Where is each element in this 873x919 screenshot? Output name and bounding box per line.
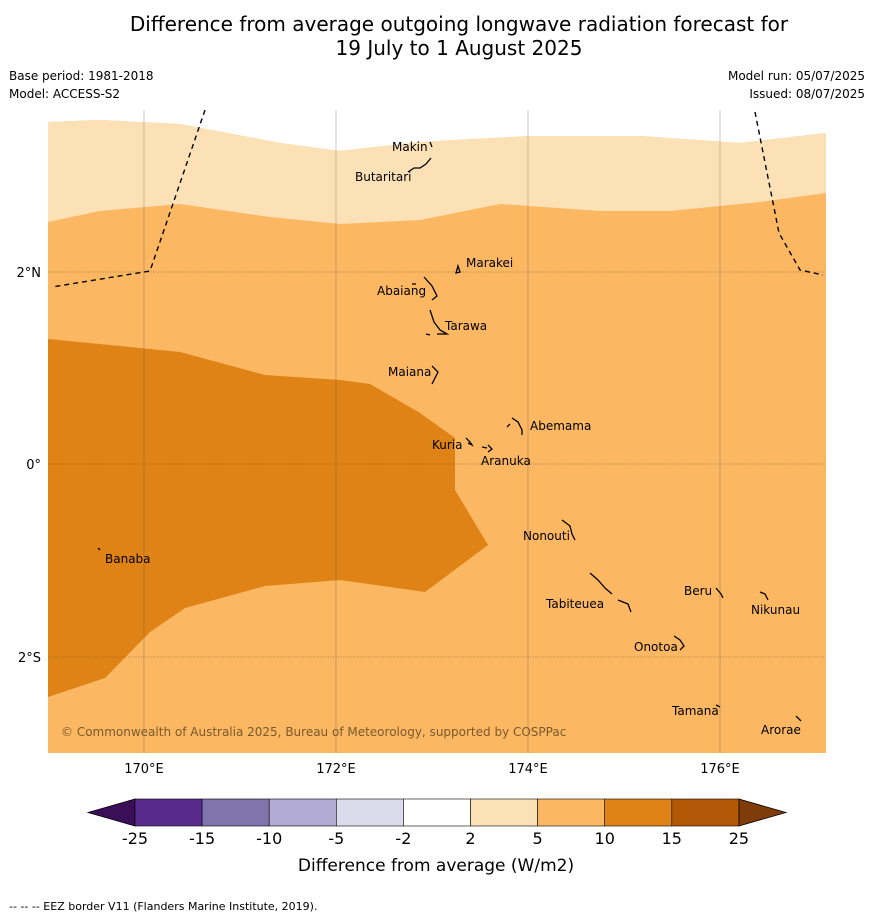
island-tarawa bbox=[425, 309, 450, 336]
meta-right: Model run: 05/07/2025 Issued: 08/07/2025 bbox=[728, 69, 865, 105]
fill-2-5 bbox=[48, 120, 826, 224]
lat-label: 2°S bbox=[18, 651, 41, 666]
colorbar-segment bbox=[671, 798, 740, 827]
colorbar-segment bbox=[403, 798, 471, 827]
colorbar-tick-label: 15 bbox=[662, 829, 682, 848]
place-label-tarawa: Tarawa bbox=[444, 319, 487, 333]
eez-border-east bbox=[754, 111, 824, 276]
place-label-arorae: Arorae bbox=[761, 723, 801, 737]
island-aranuka bbox=[481, 444, 493, 453]
place-label-abemama: Abemama bbox=[530, 419, 591, 433]
island-makin bbox=[429, 141, 433, 148]
title-line-1: Difference from average outgoing longwav… bbox=[129, 12, 789, 36]
place-label-kuria: Kuria bbox=[432, 438, 463, 452]
colorbar-segment bbox=[268, 798, 337, 827]
issued-date: Issued: 08/07/2025 bbox=[749, 87, 865, 101]
place-label-tamana: Tamana bbox=[671, 704, 719, 718]
colorbar-segment bbox=[470, 798, 538, 827]
colorbar-tick-label: 2 bbox=[465, 829, 475, 848]
colorbar-tick-label: -2 bbox=[395, 829, 411, 848]
island-marakei bbox=[455, 263, 461, 274]
place-label-tabiteuea: Tabiteuea bbox=[545, 597, 604, 611]
island-nikunau bbox=[759, 591, 769, 601]
colorbar-segment bbox=[537, 798, 605, 827]
lat-label: 0° bbox=[26, 458, 41, 473]
lon-label: 170°E bbox=[124, 762, 164, 777]
lat-label: 2°N bbox=[17, 266, 42, 281]
page-title: Difference from average outgoing longwav… bbox=[0, 12, 873, 60]
colorbar-tick-label: -25 bbox=[122, 829, 148, 848]
place-label-marakei: Marakei bbox=[466, 256, 513, 270]
colorbar-tick-label: 10 bbox=[595, 829, 615, 848]
island-tamana bbox=[715, 704, 721, 708]
island-maiana bbox=[431, 365, 439, 385]
island-abaiang bbox=[412, 276, 438, 301]
island-kuria bbox=[465, 437, 474, 447]
fill-10-15 bbox=[48, 339, 488, 697]
colorbar-segment bbox=[335, 798, 404, 827]
colorbar-tick-label: 5 bbox=[533, 829, 543, 848]
model-name: Model: ACCESS-S2 bbox=[9, 87, 121, 101]
colorbar-tick-label: -5 bbox=[328, 829, 344, 848]
title-line-2: 19 July to 1 August 2025 bbox=[335, 36, 583, 60]
island-tabiteuea bbox=[589, 572, 632, 613]
colorbar-tick-label: -10 bbox=[256, 829, 282, 848]
eez-footnote: -- -- -- EEZ border V11 (Flanders Marine… bbox=[9, 900, 318, 913]
place-label-beru: Beru bbox=[684, 584, 712, 598]
place-label-butaritari: Butaritari bbox=[355, 170, 412, 184]
place-label-maiana: Maiana bbox=[388, 365, 431, 379]
island-beru bbox=[715, 587, 724, 599]
colorbar-tick-label: -15 bbox=[189, 829, 215, 848]
base-period: Base period: 1981-2018 bbox=[9, 69, 154, 83]
colorbar-extend-max bbox=[738, 798, 788, 827]
place-label-abaiang: Abaiang bbox=[377, 284, 426, 298]
place-label-banaba: Banaba bbox=[105, 552, 151, 566]
fill-below-2 bbox=[48, 110, 826, 151]
colorbar-extend-min bbox=[86, 798, 136, 827]
colorbar-segment bbox=[604, 798, 673, 827]
meta-left: Base period: 1981-2018 Model: ACCESS-S2 bbox=[9, 69, 154, 105]
colorbar-tick-label: 25 bbox=[729, 829, 749, 848]
model-run: Model run: 05/07/2025 bbox=[727, 69, 865, 83]
lon-label: 174°E bbox=[508, 762, 548, 777]
place-label-aranuka: Aranuka bbox=[481, 454, 531, 468]
place-label-makin: Makin bbox=[392, 140, 428, 154]
lon-label: 176°E bbox=[700, 762, 740, 777]
copyright-notice: © Commonwealth of Australia 2025, Bureau… bbox=[61, 725, 566, 739]
colorbar-label: Difference from average (W/m2) bbox=[298, 856, 574, 876]
place-label-nonouti: Nonouti bbox=[523, 529, 570, 543]
colorbar-segment bbox=[134, 798, 203, 827]
colorbar: -25 -15 -10 -5 -2 2 5 10 15 25 bbox=[86, 798, 788, 848]
place-label-onotoa: Onotoa bbox=[634, 640, 678, 654]
island-nonouti bbox=[561, 519, 576, 541]
island-abemama bbox=[506, 417, 523, 435]
place-label-nikunau: Nikunau bbox=[751, 603, 800, 617]
island-butaritari bbox=[407, 157, 432, 173]
eez-border-west bbox=[51, 110, 206, 288]
island-onotoa bbox=[673, 635, 685, 651]
lon-label: 172°E bbox=[316, 762, 356, 777]
island-banaba bbox=[97, 547, 101, 551]
colorbar-segment bbox=[201, 798, 270, 827]
island-arorae bbox=[795, 715, 802, 722]
